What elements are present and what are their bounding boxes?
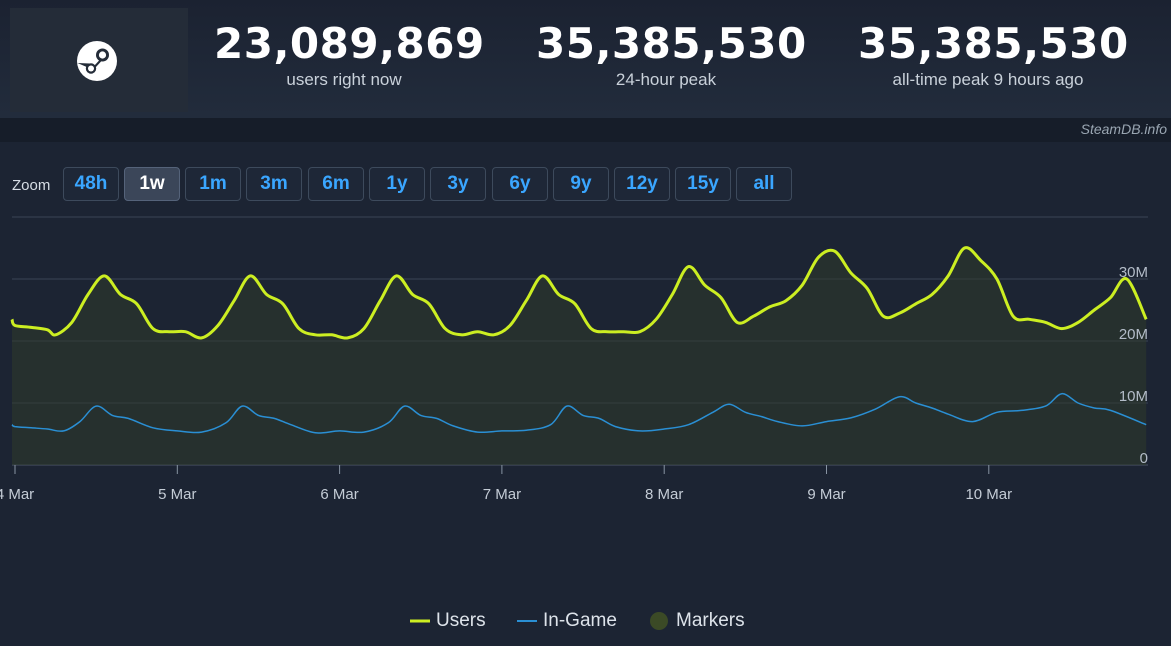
zoom-button-15y[interactable]: 15y [675, 167, 731, 201]
x-tick-label: 10 Mar [965, 486, 1012, 503]
zoom-button-6m[interactable]: 6m [308, 167, 364, 201]
x-tick-label: 9 Mar [807, 486, 845, 503]
peak-24h-value: 35,385,530 [536, 19, 807, 68]
y-tick-label: 10M [1119, 388, 1148, 405]
peak-24h-stat: 35,385,530 24-hour peak [536, 19, 807, 92]
zoom-button-12y[interactable]: 12y [614, 167, 670, 201]
x-tick-label: 8 Mar [645, 486, 683, 503]
users-line [10, 246, 1148, 340]
x-tick-label: 5 Mar [158, 486, 196, 503]
y-tick-label: 0 [1140, 450, 1148, 467]
y-tick-label: 30M [1119, 264, 1148, 281]
users-area [12, 247, 1147, 465]
zoom-label: Zoom [12, 177, 51, 194]
ingame-line [11, 392, 1147, 434]
ingame-legend-icon [517, 620, 537, 622]
credit-bar [0, 118, 1171, 142]
current-users-value: 23,089,869 [214, 19, 485, 68]
zoom-button-1w[interactable]: 1w [124, 167, 180, 201]
steam-logo-icon [77, 41, 117, 81]
zoom-button-9y[interactable]: 9y [553, 167, 609, 201]
logo-panel [10, 8, 188, 112]
zoom-button-all[interactable]: all [736, 167, 792, 201]
zoom-button-48h[interactable]: 48h [63, 167, 119, 201]
current-users-label: users right now [286, 70, 402, 89]
stats-header: 23,089,869 users right now 35,385,530 24… [0, 0, 1171, 118]
x-tick-label: 6 Mar [320, 486, 358, 503]
x-tick-label: 7 Mar [483, 486, 521, 503]
zoom-button-1m[interactable]: 1m [185, 167, 241, 201]
y-tick-label: 20M [1119, 326, 1148, 343]
zoom-button-3y[interactable]: 3y [430, 167, 486, 201]
alltime-peak-value: 35,385,530 [858, 19, 1129, 68]
alltime-peak-stat: 35,385,530 all-time peak 9 hours ago [858, 19, 1129, 92]
users-legend-icon [410, 619, 430, 623]
x-tick-label: 4 Mar [0, 486, 34, 503]
alltime-peak-label: all-time peak 9 hours ago [892, 70, 1084, 89]
legend-item-markers[interactable]: Markers [649, 610, 745, 632]
current-users-stat: 23,089,869 users right now [214, 19, 485, 92]
legend-item-users[interactable]: Users [410, 610, 486, 632]
zoom-button-3m[interactable]: 3m [246, 167, 302, 201]
legend-label-markers: Markers [676, 610, 745, 631]
credit-link[interactable]: SteamDB.info [1080, 121, 1167, 137]
peak-24h-label: 24-hour peak [615, 70, 717, 89]
legend-item-ingame[interactable]: In-Game [517, 610, 617, 632]
zoom-button-1y[interactable]: 1y [369, 167, 425, 201]
legend-label-ingame: In-Game [543, 610, 617, 631]
legend-label-users: Users [436, 610, 486, 631]
markers-legend-icon [650, 612, 668, 630]
zoom-button-6y[interactable]: 6y [492, 167, 548, 201]
